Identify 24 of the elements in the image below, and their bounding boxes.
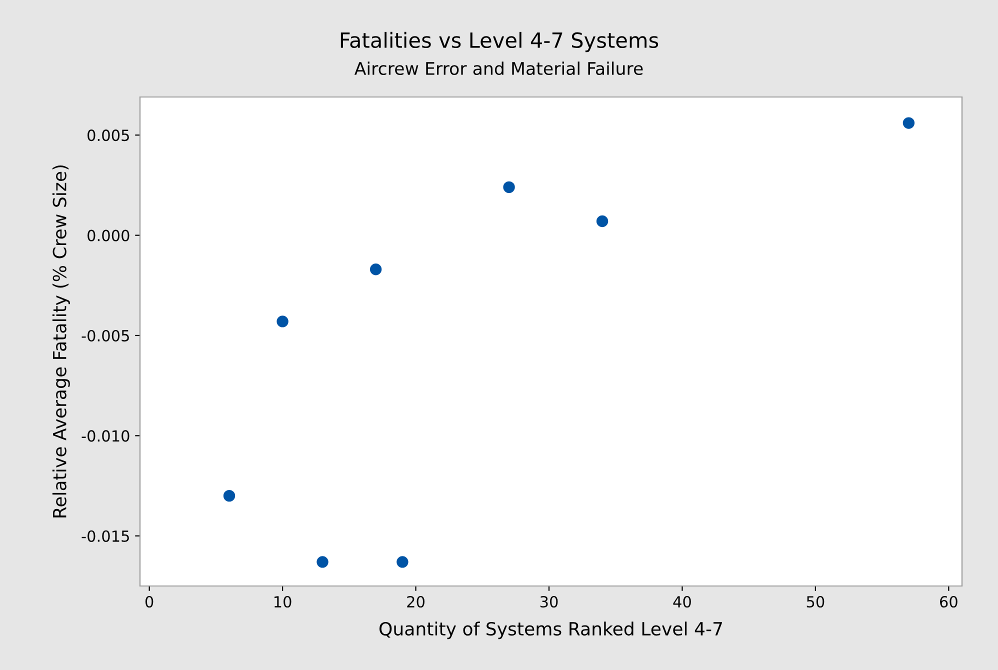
x-tick-label: 30 — [540, 596, 558, 608]
point — [223, 490, 236, 502]
point — [596, 215, 608, 228]
point — [503, 181, 515, 194]
y-axis-title: Relative Average Fatality (% Crew Size) — [52, 165, 70, 518]
point — [276, 316, 288, 328]
point — [370, 264, 382, 276]
point — [902, 117, 915, 129]
y-tick-label: 0.000 — [88, 230, 130, 242]
y-tick-label: -0.015 — [82, 530, 129, 542]
x-tick-label: 20 — [407, 596, 424, 608]
point — [396, 556, 408, 568]
x-tick-label: 60 — [940, 596, 958, 608]
x-tick-label: 40 — [673, 596, 691, 608]
x-tick-label: 0 — [145, 596, 154, 608]
point — [316, 556, 328, 568]
x-tick-label: 50 — [806, 596, 824, 608]
x-tick-label: 10 — [274, 596, 292, 608]
y-tick-label: -0.010 — [82, 430, 130, 442]
chart-subtitle: Aircrew Error and Material Failure — [354, 62, 643, 76]
y-tick-label: 0.005 — [88, 130, 129, 142]
y-tick-label: -0.005 — [82, 330, 129, 342]
chart-title: Fatalities vs Level 4-7 Systems — [340, 32, 658, 52]
x-axis-title: Quantity of Systems Ranked Level 4-7 — [380, 622, 722, 640]
